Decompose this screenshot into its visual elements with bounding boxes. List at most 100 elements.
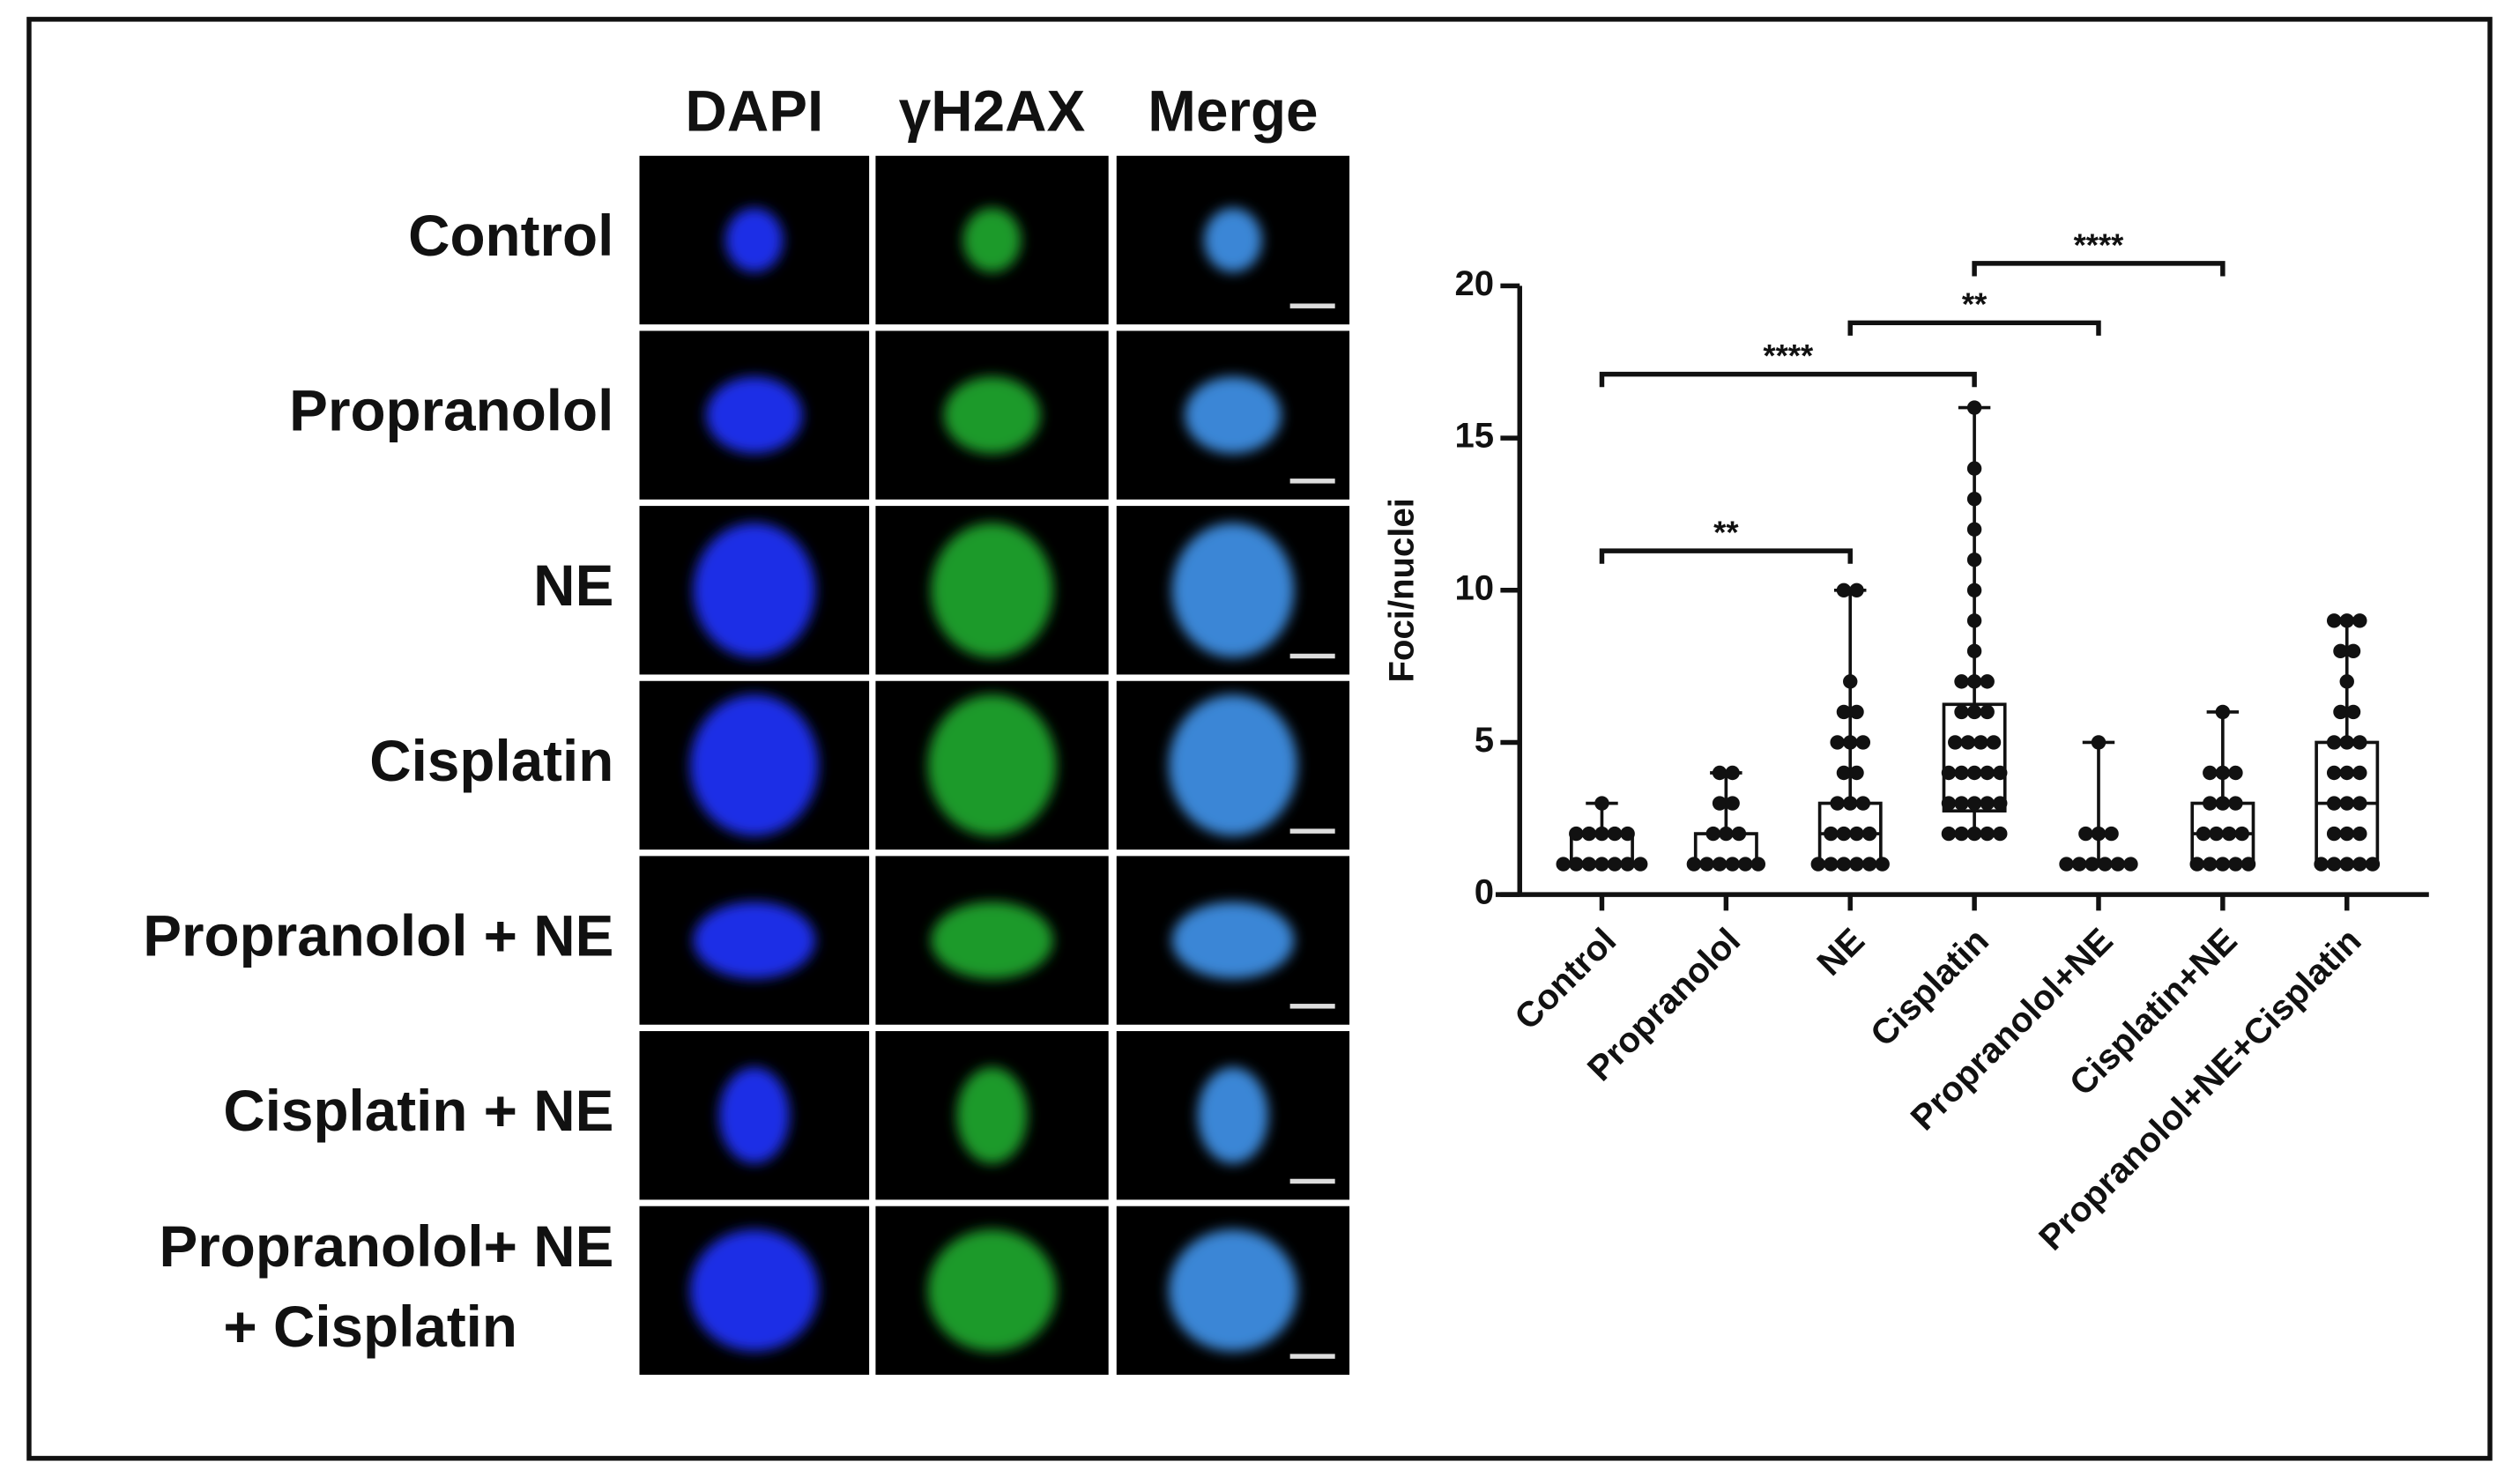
- data-point: [2215, 857, 2231, 872]
- data-point: [1954, 796, 1969, 811]
- nucleus: [931, 523, 1053, 658]
- data-point: [2228, 765, 2243, 781]
- data-point: [1966, 674, 1982, 689]
- data-point: [1712, 765, 1728, 781]
- row-label: Control: [408, 204, 613, 268]
- data-point: [1941, 826, 1957, 842]
- data-point: [1725, 857, 1740, 872]
- data-point: [2352, 796, 2367, 811]
- data-point: [1966, 765, 1982, 781]
- data-point: [2234, 826, 2249, 842]
- y-tick-label: 15: [1454, 417, 1494, 456]
- y-axis-label: Foci/nuclei: [1383, 498, 1422, 682]
- data-point: [1875, 857, 1890, 872]
- data-point: [2333, 643, 2348, 659]
- significance-label: ****: [1763, 338, 1814, 374]
- data-point: [1810, 857, 1825, 872]
- data-point: [1861, 826, 1877, 842]
- nucleus: [927, 694, 1057, 836]
- nucleus: [1185, 376, 1282, 454]
- data-point: [2110, 857, 2126, 872]
- scale-bar: [1289, 1004, 1335, 1009]
- nucleus: [943, 376, 1041, 454]
- data-point: [2203, 765, 2218, 781]
- data-point: [1712, 857, 1728, 872]
- data-point: [1993, 796, 2008, 811]
- data-point: [1849, 582, 1864, 597]
- nucleus: [1169, 694, 1297, 836]
- y-tick-label: 0: [1475, 873, 1494, 912]
- scale-bar: [1289, 828, 1335, 834]
- data-point: [1824, 826, 1839, 842]
- nucleus: [693, 902, 816, 979]
- data-point: [1843, 735, 1858, 750]
- data-point: [1824, 857, 1839, 872]
- data-point: [2352, 857, 2367, 872]
- nucleus: [689, 694, 819, 836]
- data-point: [2326, 613, 2342, 628]
- nucleus: [706, 376, 803, 454]
- data-point: [1849, 857, 1864, 872]
- nucleus: [927, 1229, 1057, 1352]
- data-point: [1607, 826, 1623, 842]
- nucleus: [693, 523, 816, 658]
- data-point: [2104, 826, 2119, 842]
- row-label: Cisplatin: [369, 729, 613, 793]
- data-point: [1986, 735, 2002, 750]
- box: [1942, 702, 2007, 812]
- data-point: [1633, 857, 1648, 872]
- data-point: [1849, 826, 1864, 842]
- data-point: [1843, 796, 1858, 811]
- data-point: [1973, 735, 1988, 750]
- data-point: [1836, 582, 1852, 597]
- data-point: [1993, 765, 2008, 781]
- data-point: [2196, 826, 2211, 842]
- data-point: [1966, 582, 1982, 597]
- significance-label: **: [1962, 286, 1988, 323]
- data-point: [1993, 826, 2008, 842]
- data-point: [1836, 826, 1852, 842]
- data-point: [2339, 735, 2354, 750]
- data-point: [1966, 704, 1982, 720]
- data-point: [1731, 826, 1747, 842]
- data-point: [1705, 826, 1720, 842]
- data-point: [1750, 857, 1765, 872]
- data-point: [1980, 704, 1995, 720]
- data-point: [2098, 857, 2113, 872]
- data-point: [2091, 826, 2107, 842]
- data-point: [2352, 765, 2367, 781]
- data-point: [1830, 735, 1845, 750]
- row-label: Propranolol + NE: [143, 903, 613, 968]
- data-point: [2215, 704, 2231, 720]
- data-point: [2339, 674, 2354, 689]
- data-point: [1966, 400, 1982, 415]
- data-point: [1954, 765, 1969, 781]
- scale-bar: [1289, 1354, 1335, 1359]
- data-point: [2352, 735, 2367, 750]
- data-point: [1849, 704, 1864, 720]
- scale-bar: [1289, 479, 1335, 484]
- data-point: [2228, 796, 2243, 811]
- data-point: [2203, 796, 2218, 811]
- data-point: [2084, 857, 2099, 872]
- data-point: [2071, 857, 2087, 872]
- data-point: [2189, 857, 2204, 872]
- significance-label: **: [1713, 515, 1739, 551]
- data-point: [1725, 765, 1740, 781]
- data-point: [1941, 765, 1957, 781]
- data-point: [2314, 857, 2329, 872]
- nucleus: [1204, 208, 1262, 272]
- nucleus: [689, 1229, 819, 1352]
- data-point: [2240, 857, 2256, 872]
- data-point: [1966, 613, 1982, 628]
- data-point: [1556, 857, 1571, 872]
- data-point: [1620, 826, 1635, 842]
- data-point: [2339, 765, 2354, 781]
- data-point: [2326, 796, 2342, 811]
- data-point: [2203, 857, 2218, 872]
- data-point: [1738, 857, 1753, 872]
- data-point: [1966, 491, 1982, 507]
- data-point: [2339, 613, 2354, 628]
- data-point: [1980, 826, 1995, 842]
- data-point: [1980, 674, 1995, 689]
